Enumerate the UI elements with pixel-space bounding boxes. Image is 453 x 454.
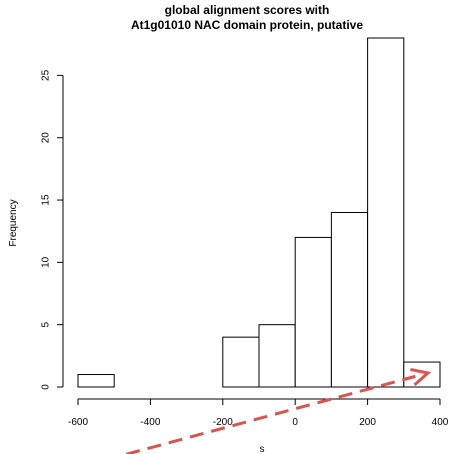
y-tick-label-5: 25 bbox=[41, 69, 52, 81]
x-tick-label-5: 400 bbox=[432, 417, 449, 428]
x-tick-label-1: -400 bbox=[140, 417, 160, 428]
y-tick-label-1: 5 bbox=[41, 321, 52, 327]
histogram-bar-5 bbox=[258, 324, 296, 388]
y-axis-label: Frequency bbox=[8, 199, 19, 246]
histogram-bar-9 bbox=[403, 361, 441, 388]
annotation-arrow-line bbox=[121, 374, 416, 454]
y-tick-label-0: 0 bbox=[41, 384, 52, 390]
annotation-arrow-head bbox=[410, 367, 432, 387]
histogram-bar-0 bbox=[77, 374, 115, 388]
chart-title-line-1: global alignment scores with bbox=[165, 3, 330, 17]
histogram-bars bbox=[77, 37, 441, 388]
histogram-bar-8 bbox=[367, 37, 405, 388]
y-axis: 0 5 10 15 20 25 bbox=[41, 69, 64, 390]
y-tick-label-2: 10 bbox=[41, 256, 52, 268]
histogram-bar-7 bbox=[330, 212, 369, 388]
histogram-bar-6 bbox=[294, 236, 332, 388]
x-tick-label-2: -200 bbox=[213, 417, 233, 428]
x-axis: -600 -400 -200 0 200 400 bbox=[68, 398, 449, 428]
chart-title-line-2: At1g01010 NAC domain protein, putative bbox=[131, 18, 363, 32]
annotation-layer bbox=[121, 367, 432, 454]
y-tick-label-4: 20 bbox=[41, 132, 52, 144]
x-tick-label-4: 200 bbox=[359, 417, 376, 428]
chart-title: global alignment scores with At1g01010 N… bbox=[131, 3, 363, 32]
x-axis-label: s bbox=[260, 444, 265, 454]
y-tick-label-3: 15 bbox=[41, 194, 52, 206]
x-tick-label-0: -600 bbox=[68, 417, 88, 428]
histogram-bar-4 bbox=[222, 336, 260, 388]
x-tick-label-3: 0 bbox=[292, 417, 298, 428]
